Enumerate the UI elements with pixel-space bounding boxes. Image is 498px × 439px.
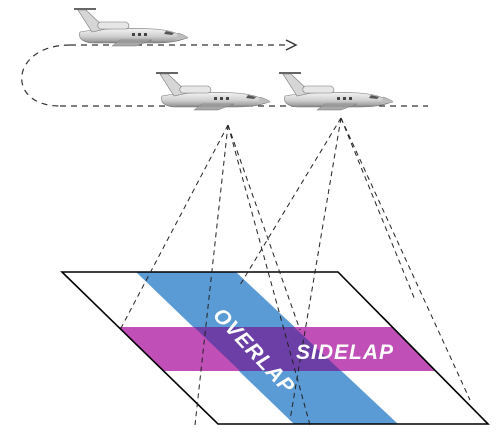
sidelap-label: SIDELAP (296, 341, 394, 364)
flight-path (21, 39, 428, 107)
jet-aircraft-icon (278, 72, 394, 111)
flight-direction-arrow-icon (285, 39, 298, 51)
turn-loop (21, 44, 71, 107)
overlap-sidelap-intersection (194, 327, 341, 371)
camera-projection-lines (119, 117, 471, 426)
jet-aircraft-icon (73, 8, 189, 47)
jet-aircraft-icon (155, 72, 271, 111)
ground-outline (60, 271, 490, 425)
